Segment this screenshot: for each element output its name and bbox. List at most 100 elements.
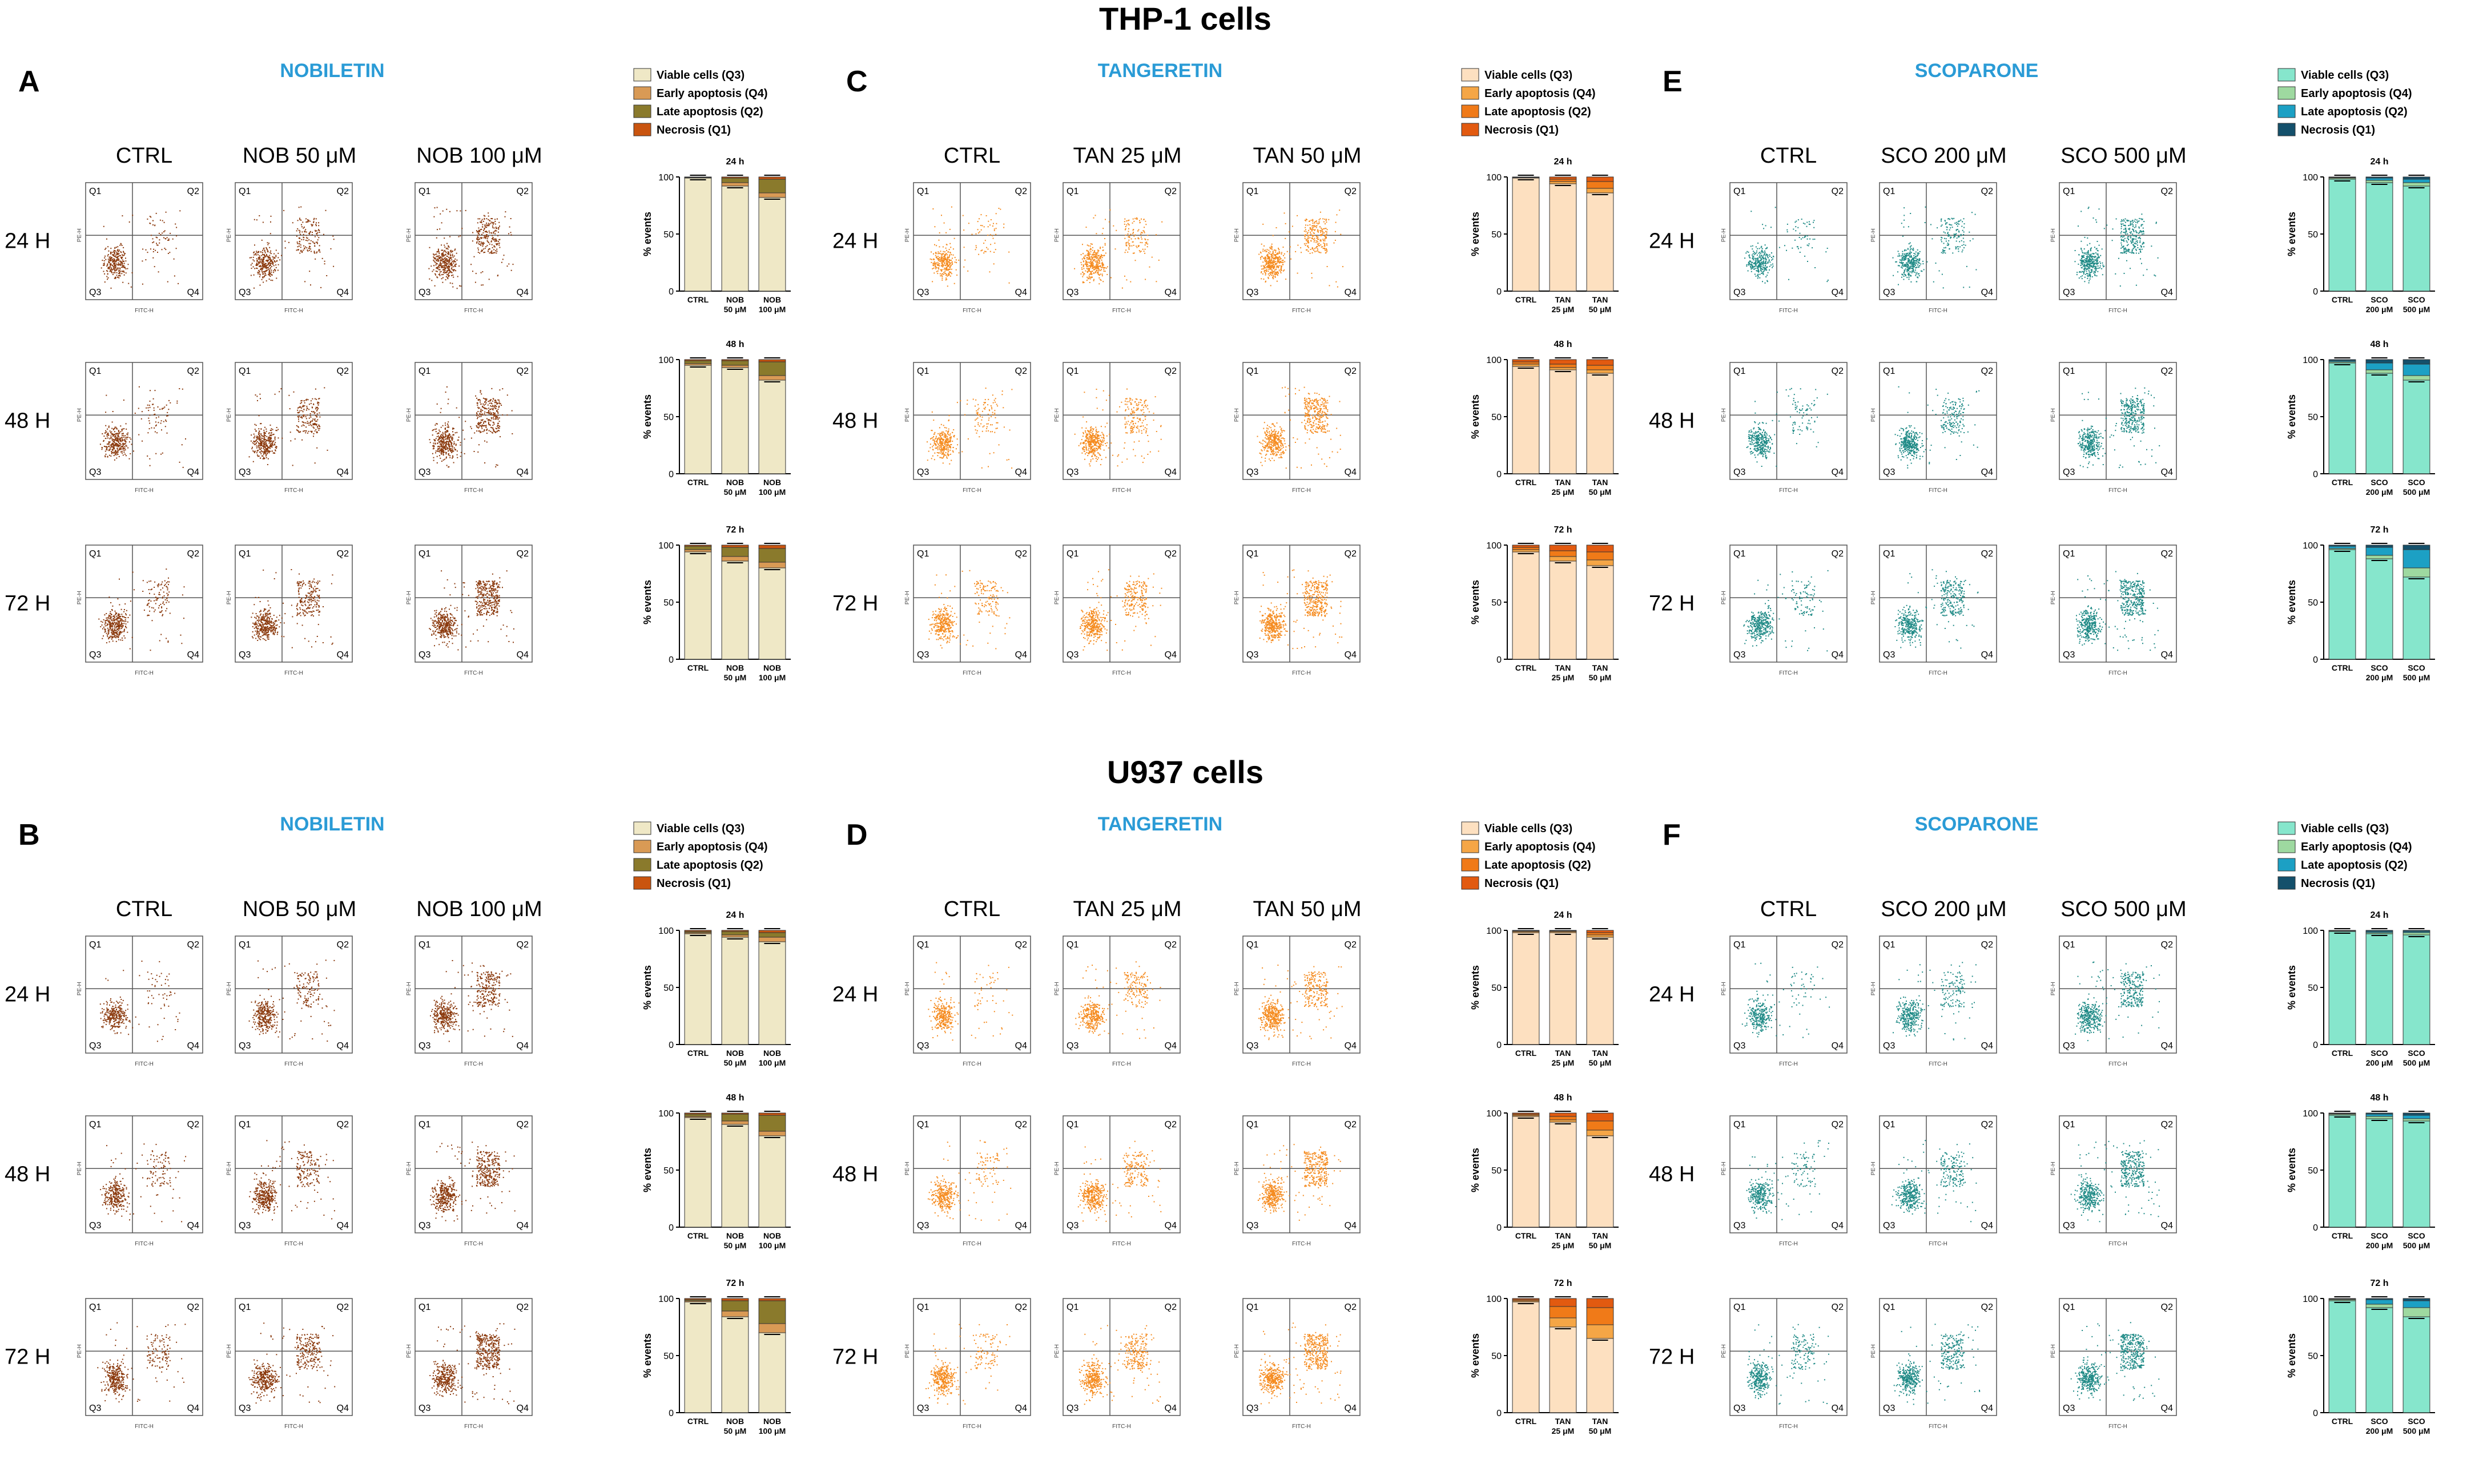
- bar-category-label: CTRL: [687, 295, 709, 304]
- bar-category-label: TAN: [1555, 478, 1571, 487]
- x-axis-label: FITC-H: [284, 1241, 303, 1247]
- bar-category-label: 25 μM: [1552, 673, 1575, 682]
- plot-frame: [1242, 1298, 1361, 1416]
- bar-segment: [721, 545, 749, 548]
- quadrant-label-q4: Q4: [187, 1404, 199, 1413]
- y-tick-label: 100: [658, 173, 674, 183]
- bar-segment: [721, 547, 749, 557]
- flow-cytometry-plot: Q1 Q2 Q3 Q4 FITC-H PE-H: [77, 1115, 203, 1247]
- section-title-thp1: THP-1 cells: [1099, 1, 1271, 37]
- bar-segment: [2365, 369, 2393, 374]
- bar-category-label: CTRL: [687, 663, 709, 672]
- bar-segment: [1549, 367, 1577, 370]
- plot-frame: [1879, 1115, 1997, 1233]
- quadrant-label-q4: Q4: [337, 288, 349, 297]
- bar-chart-title: 72 h: [1554, 1279, 1572, 1288]
- y-axis-title: % events: [2286, 394, 2297, 439]
- time-row-label: 72 H: [1649, 1345, 1695, 1369]
- y-tick-label: 50: [1491, 1352, 1502, 1361]
- bar-segment: [2365, 930, 2393, 932]
- quadrant-label-q2: Q2: [1165, 187, 1177, 196]
- flow-cytometry-plot: Q1 Q2 Q3 Q4 FITC-H PE-H: [904, 182, 1031, 314]
- quadrant-label-q2: Q2: [1832, 1120, 1844, 1130]
- bar-segment: [2328, 549, 2356, 660]
- quadrant-label-q1: Q1: [917, 1302, 929, 1312]
- x-axis-label: FITC-H: [1779, 487, 1798, 494]
- quadrant-label-q1: Q1: [1067, 549, 1078, 559]
- bar-segment: [2328, 179, 2356, 292]
- quadrant-label-q1: Q1: [917, 187, 929, 196]
- quadrant-label-q4: Q4: [1832, 467, 1844, 477]
- bar-segment: [758, 380, 786, 474]
- x-axis-label: FITC-H: [135, 1061, 154, 1067]
- bar-segment: [1512, 549, 1540, 553]
- quadrant-label-q1: Q1: [239, 1302, 251, 1312]
- quadrant-label-q3: Q3: [2063, 1404, 2075, 1413]
- legend-swatch: [1461, 876, 1479, 890]
- event-dots: [1891, 1140, 1977, 1223]
- quadrant-label-q1: Q1: [1733, 1120, 1745, 1130]
- bar-segment: [1549, 1298, 1577, 1307]
- flow-cytometry-plot: Q1 Q2 Q3 Q4 FITC-H PE-H: [1054, 935, 1181, 1067]
- quadrant-label-q4: Q4: [187, 1041, 199, 1051]
- y-axis-label: PE-H: [1054, 408, 1060, 422]
- y-axis-label: PE-H: [406, 228, 412, 242]
- bar-segment: [684, 551, 712, 660]
- plot-frame: [1242, 362, 1361, 480]
- quadrant-label-q2: Q2: [337, 1302, 349, 1312]
- bar-segment: [2365, 1304, 2393, 1308]
- y-axis-label: PE-H: [2050, 228, 2057, 242]
- condition-label: SCO 500 μM: [2061, 897, 2186, 921]
- quadrant-label-q2: Q2: [517, 1302, 529, 1312]
- bar-segment: [684, 546, 712, 550]
- bar-category-label: SCO: [2371, 295, 2388, 304]
- quadrant-label-q1: Q1: [89, 1120, 101, 1130]
- time-row-label: 48 H: [5, 1163, 50, 1187]
- quadrant-label-q2: Q2: [1015, 366, 1027, 376]
- flow-cytometry-plot: Q1 Q2 Q3 Q4 FITC-H PE-H: [1870, 1115, 1997, 1247]
- quadrant-label-q1: Q1: [418, 366, 430, 376]
- quadrant-label-q2: Q2: [2161, 1302, 2173, 1312]
- y-axis-label: PE-H: [904, 228, 911, 242]
- bar-segment: [758, 1300, 786, 1324]
- legend-label: Early apoptosis (Q4): [1484, 87, 1596, 100]
- quadrant-label-q3: Q3: [1067, 288, 1078, 297]
- y-tick-label: 0: [669, 1041, 674, 1050]
- bar-segment: [2402, 1112, 2430, 1116]
- bar-segment: [2365, 373, 2393, 474]
- quadrant-label-q4: Q4: [1165, 1404, 1177, 1413]
- bar-category-label: SCO: [2408, 1417, 2425, 1426]
- bar-category-label: SCO: [2408, 1231, 2425, 1240]
- y-axis-label: PE-H: [1721, 1162, 1727, 1175]
- event-dots: [927, 1140, 1012, 1221]
- flow-cytometry-plot: Q1 Q2 Q3 Q4 FITC-H PE-H: [904, 935, 1031, 1067]
- flow-cytometry-plot: Q1 Q2 Q3 Q4 FITC-H PE-H: [1054, 1298, 1181, 1430]
- bar-category-label: 500 μM: [2403, 305, 2430, 314]
- quadrant-label-q4: Q4: [2161, 1221, 2173, 1231]
- legend-label: Late apoptosis (Q2): [657, 106, 763, 118]
- bar-segment: [2402, 380, 2430, 474]
- y-axis-label: PE-H: [1870, 591, 1877, 604]
- y-tick-label: 50: [1491, 413, 1502, 422]
- event-dots: [1075, 961, 1161, 1039]
- event-dots: [429, 1142, 516, 1221]
- quadrant-label-q3: Q3: [89, 650, 101, 660]
- y-axis-label: PE-H: [904, 1344, 911, 1358]
- quadrant-label-q4: Q4: [1832, 1041, 1844, 1051]
- flow-cytometry-plot: Q1 Q2 Q3 Q4 FITC-H PE-H: [226, 1115, 353, 1247]
- quadrant-label-q1: Q1: [1246, 1120, 1258, 1130]
- legend-label: Necrosis (Q1): [2301, 877, 2375, 890]
- legend-swatch: [2277, 86, 2296, 100]
- bar-segment: [2402, 930, 2430, 932]
- plot-frame: [1879, 182, 1997, 300]
- bar-category-label: TAN: [1555, 1231, 1571, 1240]
- quadrant-label-q1: Q1: [1246, 187, 1258, 196]
- bar-segment: [758, 1131, 786, 1136]
- quadrant-label-q3: Q3: [2063, 650, 2075, 660]
- event-dots: [1258, 209, 1343, 288]
- event-dots: [2075, 961, 2160, 1042]
